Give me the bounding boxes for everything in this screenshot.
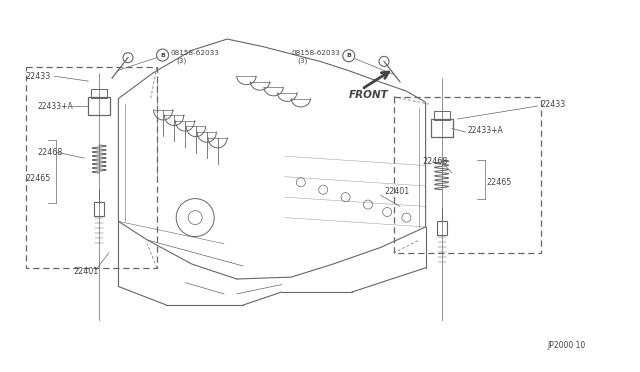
Bar — [436, 221, 447, 235]
Bar — [394, 97, 541, 253]
Circle shape — [157, 49, 168, 61]
Text: 22433: 22433 — [26, 72, 51, 81]
Bar — [92, 89, 108, 98]
Text: 08158-62033: 08158-62033 — [291, 50, 340, 56]
Circle shape — [123, 53, 133, 62]
Circle shape — [379, 57, 389, 66]
Text: 22433+A: 22433+A — [467, 126, 503, 135]
Circle shape — [296, 178, 305, 187]
Text: 22468: 22468 — [422, 157, 447, 166]
Text: 22433+A: 22433+A — [37, 102, 73, 110]
Text: 22401: 22401 — [384, 187, 409, 196]
Text: 22468: 22468 — [37, 148, 62, 157]
Circle shape — [343, 50, 355, 62]
Circle shape — [341, 193, 350, 202]
Text: (3): (3) — [177, 57, 187, 64]
Bar — [431, 119, 452, 137]
Text: FRONT: FRONT — [349, 90, 388, 100]
Text: 22401: 22401 — [74, 267, 99, 276]
Text: 22465: 22465 — [486, 178, 512, 187]
Circle shape — [402, 213, 411, 222]
Text: (3): (3) — [297, 57, 307, 64]
Circle shape — [188, 211, 202, 225]
Bar — [88, 97, 110, 115]
Circle shape — [319, 185, 328, 194]
Text: 22433: 22433 — [541, 100, 566, 109]
Bar — [434, 111, 449, 120]
Text: JP2000 10: JP2000 10 — [547, 341, 586, 350]
Bar — [94, 202, 104, 216]
Text: B: B — [160, 52, 165, 58]
Text: 22465: 22465 — [26, 174, 51, 183]
Text: 08158-62033: 08158-62033 — [171, 50, 220, 56]
Circle shape — [383, 208, 392, 217]
Circle shape — [176, 199, 214, 237]
Text: B: B — [346, 53, 351, 58]
Circle shape — [364, 200, 372, 209]
Bar — [26, 67, 157, 268]
